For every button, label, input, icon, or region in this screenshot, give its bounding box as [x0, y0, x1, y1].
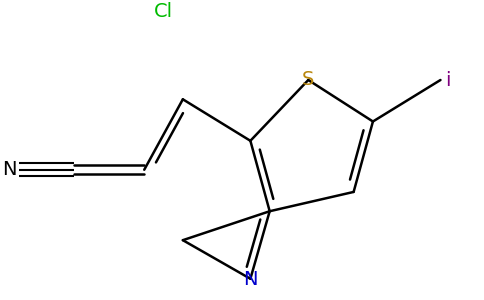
- Text: Cl: Cl: [154, 2, 173, 21]
- Text: N: N: [2, 160, 17, 179]
- Text: N: N: [243, 270, 257, 289]
- Text: i: i: [445, 70, 451, 89]
- Text: S: S: [302, 70, 315, 88]
